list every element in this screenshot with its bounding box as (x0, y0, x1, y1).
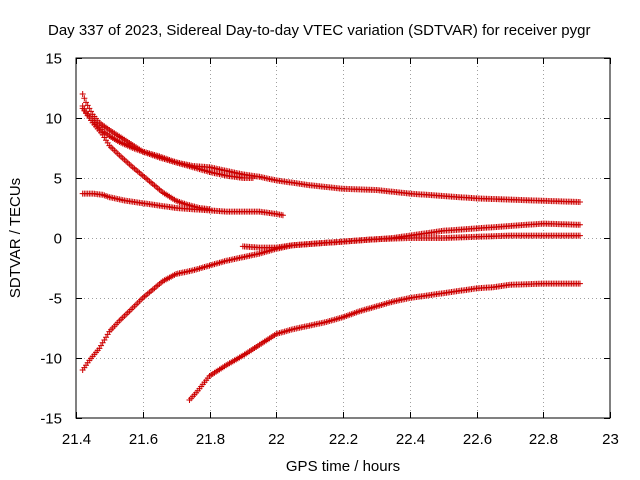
data-point (576, 221, 583, 228)
x-tick-label: 22 (268, 431, 285, 448)
x-tick-label: 22.6 (463, 431, 492, 448)
data-point (79, 91, 86, 97)
data-point (576, 199, 583, 205)
data-point (576, 232, 583, 239)
y-tick-label: 10 (45, 111, 62, 128)
chart-title: Day 337 of 2023, Sidereal Day-to-day VTE… (48, 22, 590, 39)
y-tick-label: -5 (49, 291, 62, 308)
data-points (79, 91, 583, 403)
y-tick-label: 5 (54, 171, 62, 188)
data-point (279, 212, 286, 219)
x-axis-title: GPS time / hours (286, 458, 400, 475)
x-tick-label: 23 (602, 431, 619, 448)
series-track-g (186, 280, 583, 403)
x-tick-label: 22.2 (329, 431, 358, 448)
x-tick-labels: 21.4 21.6 21.8 22 22.2 22.4 22.6 22.8 23 (62, 431, 619, 448)
x-tick-label: 21.8 (196, 431, 225, 448)
y-tick-label: 15 (45, 51, 62, 68)
data-point (81, 95, 88, 102)
y-tick-label: 0 (54, 231, 62, 248)
y-tick-label: -10 (40, 351, 62, 368)
axis-ticks (76, 58, 611, 419)
x-tick-label: 21.6 (129, 431, 158, 448)
y-tick-labels: -15 -10 -5 0 5 10 15 (40, 51, 62, 428)
x-tick-label: 21.4 (62, 431, 91, 448)
series-track-f (79, 220, 583, 373)
series-track-d (79, 190, 286, 219)
data-point (249, 175, 256, 181)
data-point (576, 280, 583, 287)
y-tick-label: -15 (40, 411, 62, 428)
x-tick-label: 22.4 (396, 431, 425, 448)
y-axis-title: SDTVAR / TECUs (7, 178, 24, 298)
x-tick-label: 22.8 (529, 431, 558, 448)
